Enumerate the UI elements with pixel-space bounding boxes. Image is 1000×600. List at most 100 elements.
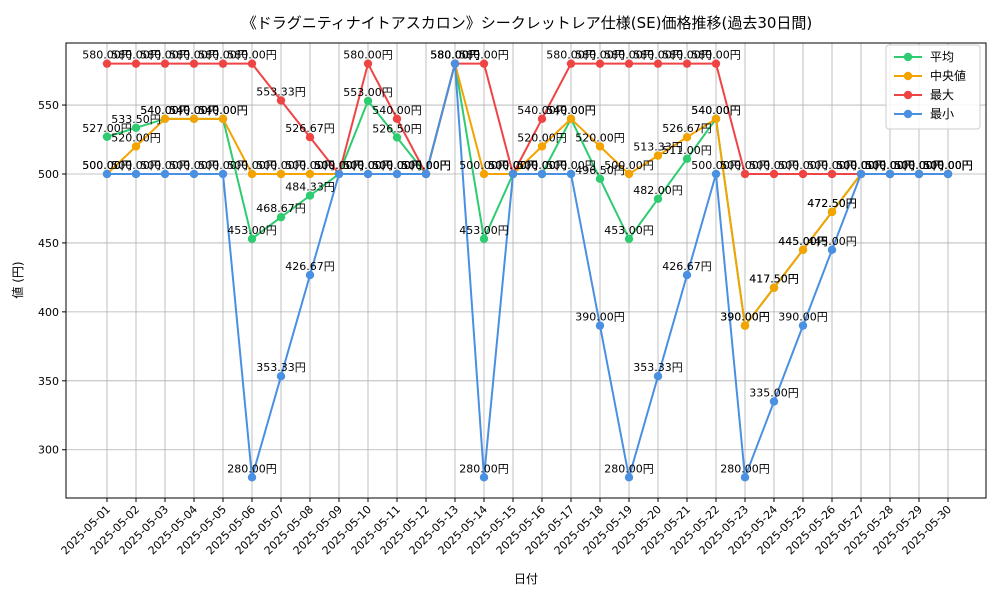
data-label: 580.00円	[546, 49, 596, 62]
data-label: 580.00円	[343, 49, 393, 62]
legend-item: 最小	[894, 107, 954, 121]
data-point	[305, 169, 315, 179]
data-label: 500.00円	[488, 159, 538, 172]
data-label: 580.00円	[633, 49, 683, 62]
y-tick-label: 550	[38, 99, 59, 112]
y-tick-label: 400	[38, 306, 59, 319]
data-label: 500.00円	[488, 159, 538, 172]
data-label: 580.00円	[575, 49, 625, 62]
data-point	[247, 59, 257, 68]
data-point	[566, 169, 576, 179]
data-point	[769, 283, 779, 292]
data-label: 580.00円	[140, 49, 190, 62]
data-point	[653, 151, 663, 160]
data-point	[566, 114, 576, 124]
data-label: 500.00円	[111, 159, 161, 172]
data-point	[856, 169, 866, 179]
data-label: 500.00円	[865, 159, 915, 172]
data-point	[305, 133, 315, 142]
data-label: 500.00円	[372, 159, 422, 172]
data-label: 500.00円	[82, 159, 132, 172]
data-label: 540.00円	[691, 104, 741, 117]
data-point	[218, 169, 228, 179]
data-point	[769, 397, 779, 406]
series-lines	[102, 59, 953, 482]
data-point	[392, 169, 402, 179]
data-point	[740, 321, 750, 330]
data-label: 500.00円	[343, 159, 393, 172]
data-point	[247, 473, 257, 482]
data-label: 500.00円	[807, 159, 857, 172]
y-tick-label: 500	[38, 168, 59, 181]
data-point	[276, 212, 286, 222]
data-label: 500.00円	[140, 159, 190, 172]
data-label: 453.00円	[227, 224, 277, 237]
data-label: 526.50円	[372, 122, 422, 135]
data-point	[131, 169, 141, 179]
data-point	[363, 96, 373, 106]
data-label: 580.00円	[111, 49, 161, 62]
data-label: 280.00円	[459, 462, 509, 475]
data-point	[827, 207, 837, 217]
data-label: 482.00円	[633, 184, 683, 197]
data-point	[537, 142, 547, 151]
data-label: 540.00円	[198, 104, 248, 117]
data-label: 511.00円	[662, 144, 712, 157]
data-point	[740, 473, 750, 482]
data-label: 500.00円	[836, 159, 886, 172]
data-label: 484.33円	[285, 181, 335, 194]
data-label: 500.00円	[894, 159, 944, 172]
data-point	[653, 59, 663, 68]
data-point	[711, 169, 721, 179]
data-point	[624, 59, 634, 68]
data-label: 580.00円	[82, 49, 132, 62]
y-tick-label: 300	[38, 444, 59, 457]
data-label: 580.00円	[662, 49, 712, 62]
data-point	[189, 59, 199, 68]
data-point	[160, 59, 170, 68]
data-label: 500.00円	[285, 159, 335, 172]
data-label: 500.00円	[401, 159, 451, 172]
data-point	[711, 59, 721, 68]
data-label: 500.00円	[314, 159, 364, 172]
data-point	[479, 234, 489, 243]
data-label: 500.00円	[401, 159, 451, 172]
data-point	[711, 114, 721, 124]
data-label: 500.00円	[459, 159, 509, 172]
data-label: 426.67円	[285, 260, 335, 273]
chart-title: 《ドラグニティナイトアスカロン》シークレットレア仕様(SE)価格推移(過去30日…	[242, 14, 813, 32]
data-label: 520.00円	[517, 131, 567, 144]
data-label: 445.00円	[778, 235, 828, 248]
data-label: 580.00円	[691, 49, 741, 62]
data-label: 533.50円	[111, 113, 161, 126]
data-label: 540.00円	[691, 104, 741, 117]
data-label: 500.00円	[836, 159, 886, 172]
data-label: 496.50円	[575, 164, 625, 177]
x-axis-label: 日付	[514, 572, 538, 586]
data-point	[131, 59, 141, 68]
data-point	[653, 194, 663, 204]
data-label: 390.00円	[720, 311, 770, 324]
data-label: 417.50円	[749, 273, 799, 286]
data-point	[247, 234, 257, 243]
data-label: 500.00円	[517, 159, 567, 172]
data-point	[769, 169, 779, 179]
data-label: 426.67円	[662, 260, 712, 273]
data-point	[189, 114, 199, 124]
data-point	[943, 169, 953, 179]
data-point	[102, 169, 112, 179]
data-point	[276, 372, 286, 381]
data-label: 500.00円	[691, 159, 741, 172]
data-point	[450, 59, 460, 68]
series-中央値	[102, 59, 953, 330]
data-label: 553.00円	[343, 86, 393, 99]
data-labels: 527.00円533.50円540.00円540.00円540.00円453.0…	[82, 49, 973, 476]
data-label: 580.00円	[430, 49, 480, 62]
data-point	[160, 169, 170, 179]
data-label: 580.00円	[459, 49, 509, 62]
data-label: 472.50円	[807, 197, 857, 210]
data-label: 500.00円	[923, 159, 973, 172]
data-point	[914, 169, 924, 179]
data-point	[102, 132, 112, 141]
data-point	[218, 59, 228, 68]
